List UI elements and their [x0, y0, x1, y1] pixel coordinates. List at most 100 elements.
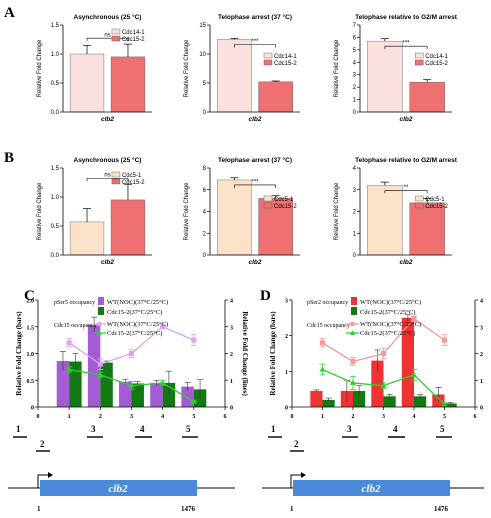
y-tick-label-right: 2 [230, 352, 233, 358]
legend-label: Cdc15-2 [274, 204, 297, 210]
legend-swatch [415, 59, 424, 66]
legend-label: Cdc15-2 [425, 204, 448, 210]
y-axis-label: Relative Fold Change [334, 39, 340, 97]
amplicon-label-4: 4 [140, 424, 145, 434]
legend-swatch [111, 171, 121, 178]
y-axis-label: Relative Fold Change [334, 182, 340, 240]
y-tick-label-right: 0 [230, 406, 233, 412]
y-tick-label-left: 1.5 [27, 325, 35, 331]
legend-label: Cdc15-2 [425, 61, 448, 67]
x-tick-label: 1 [321, 414, 324, 420]
amplicon-label-5: 5 [440, 424, 445, 434]
bar-1 [150, 382, 163, 407]
legend-swatch-bar [351, 297, 357, 305]
y-tick-label: 5 [203, 81, 207, 87]
line-point [66, 366, 73, 372]
y-tick-label: 0 [353, 110, 357, 116]
y-tick-label: 0.5 [51, 224, 60, 230]
bar-2 [322, 399, 335, 407]
bar-2 [110, 56, 146, 113]
line-point [411, 371, 417, 377]
bar-1 [367, 40, 403, 113]
chart-title: Asynchronous (25 °C) [74, 13, 142, 21]
legend-label: Cdc5-1 [274, 197, 294, 203]
legend-label: Cdc5-1 [425, 197, 445, 203]
y-tick-label: 1.0 [51, 52, 60, 58]
bar-chart-a1: Asynchronous (25 °C) Relative Fold Change… [37, 13, 152, 123]
bar-2 [353, 390, 366, 407]
y-tick-label-right: 1 [230, 379, 233, 385]
gene-box [40, 480, 197, 496]
bar-2 [110, 199, 146, 256]
gene-end: 1476 [181, 505, 196, 513]
line-point [380, 382, 387, 388]
tss-arrow [290, 474, 301, 488]
combo-chart-c: 0 0.5 1.0 1.5 2.0 0 1 2 3 4 0 1 2 3 4 5 6 Relative Fold C… [15, 297, 249, 420]
chart-title: Telophase relative to G2/M arrest [355, 157, 458, 164]
y-tick-label: 7 [353, 23, 357, 29]
y-tick-label: 1.5 [51, 166, 60, 172]
bar-1 [87, 325, 101, 407]
x-tick-label: 2 [352, 414, 355, 420]
y-tick-label: 2 [203, 231, 207, 237]
y-axis-label: Relative Fold Change [184, 39, 190, 97]
x-tick-label: 1 [68, 414, 71, 420]
bar-chart-a3: Telophase relative to G2/M arrest Relativ… [334, 14, 458, 123]
line-point [442, 337, 447, 343]
significance-label: ns [104, 173, 110, 179]
legend-swatch [111, 178, 121, 185]
line-point [350, 379, 356, 385]
gene-name: clb2 [362, 483, 381, 495]
bar-2 [100, 362, 113, 407]
chart-title: Telophase arrest (37 °C) [218, 156, 292, 164]
gene-box [293, 480, 450, 496]
line-point [350, 359, 356, 365]
legend-label: Cdc15-2(37°C/25°C) [360, 309, 415, 316]
line-point [97, 371, 104, 377]
gene-end: 1476 [434, 505, 449, 513]
legend-label: Cdc14-1 [122, 30, 145, 36]
amplicon-label-5: 5 [186, 424, 191, 434]
line-point [191, 337, 197, 343]
legend-swatch [111, 28, 121, 35]
amplicon-label-2: 2 [294, 439, 299, 449]
y-tick-label: 1.0 [51, 195, 60, 201]
legend-label: Cdc15-2 [122, 180, 145, 186]
bar-chart-b3: Telophase relative to G2/M arrest Relativ… [334, 157, 458, 266]
panel-label-d: D [260, 288, 271, 304]
legend-label: WT(NOC)(37°C/25°C) [107, 321, 168, 328]
bar-2 [414, 396, 427, 407]
legend-label: Cdc5-1 [122, 173, 142, 179]
legend-label: Cdc15-2 [274, 61, 297, 67]
y-tick-label: 15 [199, 23, 206, 29]
gene-start: 1 [37, 505, 41, 513]
x-tick-label: 0 [37, 414, 40, 420]
gene-diagram-c: 1 2 3 4 5 clb2 1 1476 [8, 424, 235, 513]
x-tick-label: 4 [161, 414, 164, 420]
amplicon-label-1: 1 [16, 424, 21, 434]
tss-arrow [37, 474, 48, 488]
bar-2 [69, 361, 82, 407]
x-axis-label: clb2 [399, 259, 412, 266]
panel-label-b: B [4, 150, 14, 166]
combo-chart-d: 0 1 2 3 0 1 2 3 4 0 1 2 3 4 5 6 Relative Fold Change (ba… [269, 297, 483, 420]
legend-swatch [415, 202, 424, 209]
tss-arrowhead [48, 472, 53, 478]
x-tick-label: 6 [224, 414, 227, 420]
legend-marker [97, 322, 102, 326]
legend-group-label: Cdc15 occupancy [54, 323, 97, 329]
bar-1 [216, 179, 252, 256]
legend-marker [97, 330, 102, 335]
x-tick-label: 3 [130, 414, 133, 420]
y-tick-label: 4 [203, 210, 207, 216]
legend-swatch [111, 35, 121, 42]
legend-swatch-bar [98, 307, 104, 315]
bar-1 [367, 185, 403, 256]
y-tick-label-left: 2.0 [27, 299, 35, 305]
y-tick-label: 1 [353, 231, 357, 237]
legend-marker [350, 330, 355, 335]
bar-2 [383, 396, 396, 407]
y-tick-label-left: 0.5 [27, 379, 35, 385]
y-tick-label: 0 [203, 110, 207, 116]
panel-label-c: C [24, 288, 35, 304]
